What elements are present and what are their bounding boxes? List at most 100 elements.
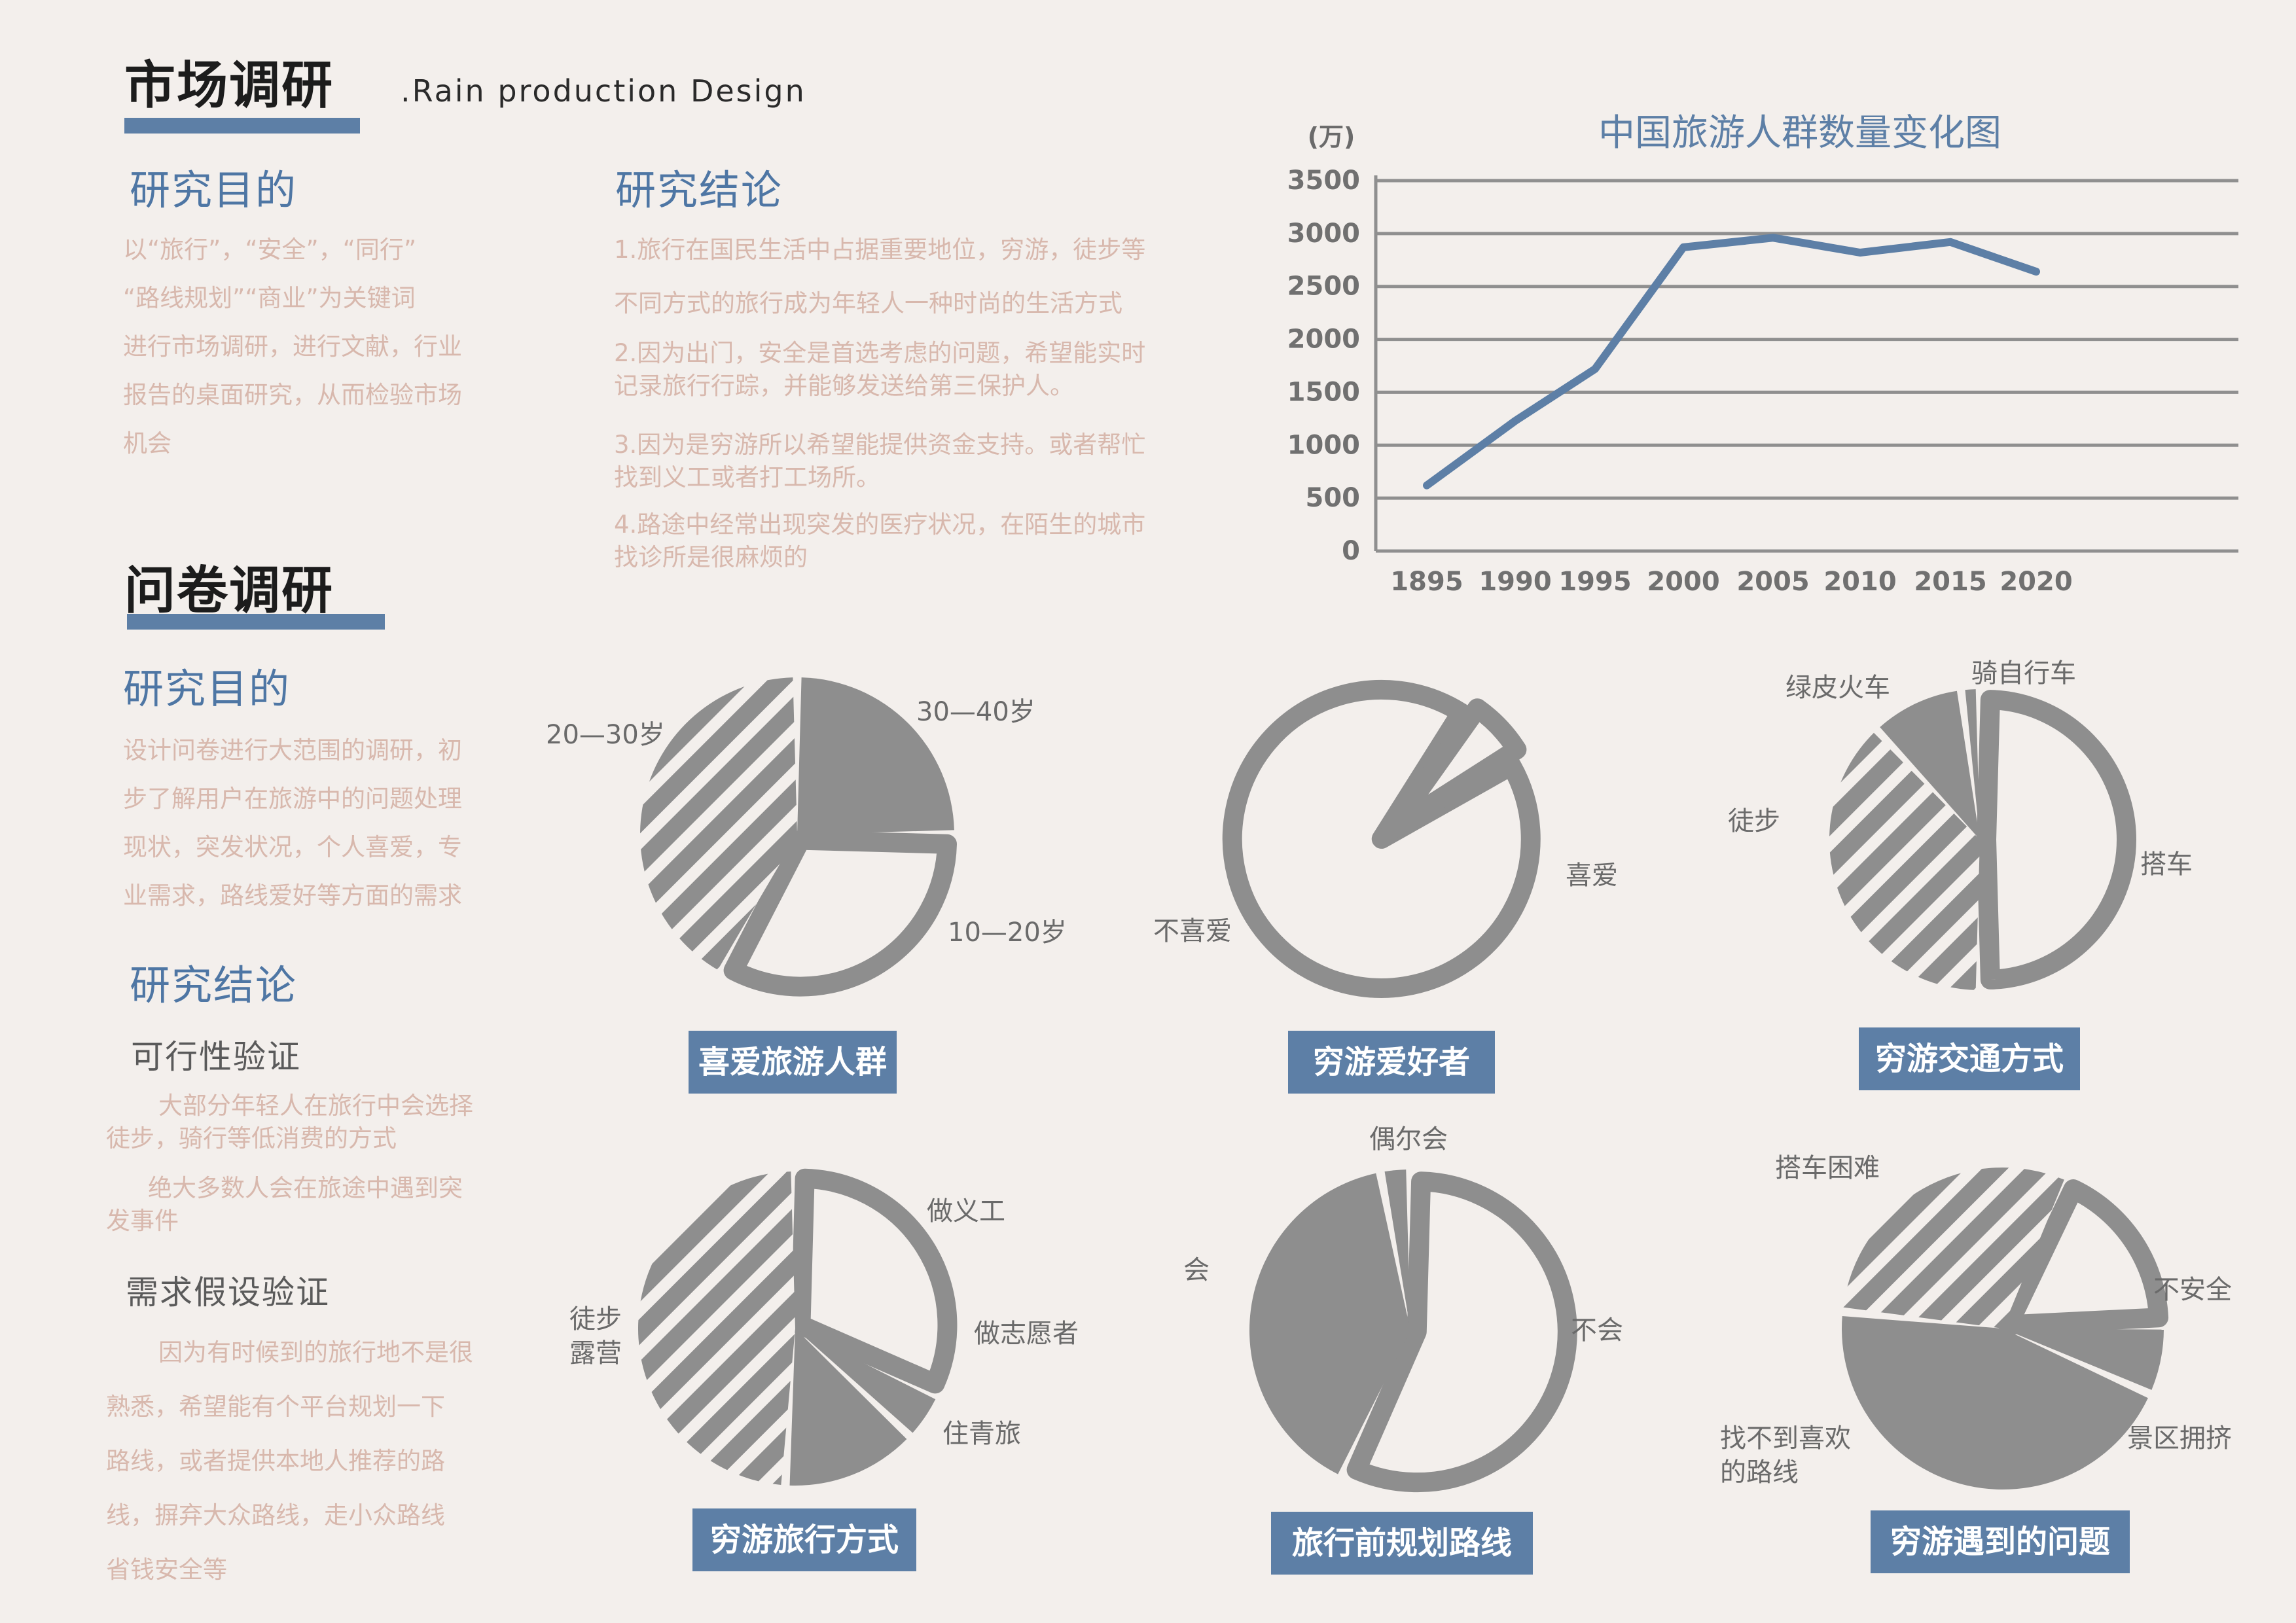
x-tick-label: 2010 — [1823, 567, 1896, 597]
pie-chart-5 — [1249, 1169, 1577, 1493]
pie-slice — [791, 1168, 958, 1394]
pie-label: 徒步露营 — [569, 1304, 622, 1368]
survey-title: 问卷调研 — [124, 562, 334, 620]
pie-label: 20—30岁 — [546, 720, 665, 750]
pie-label: 10—20岁 — [948, 918, 1067, 948]
survey-purpose-heading: 研究目的 — [123, 665, 291, 713]
pie-label: 搭车 — [2140, 849, 2193, 880]
tourism-line-chart: 中国旅游人群数量变化图 (万) 0 500 1000 1500 2000 2500 3000… — [1287, 112, 2238, 597]
pie-label: 30—40岁 — [916, 697, 1035, 727]
market-purpose-line: 以“旅行”，“安全”，“同行” — [123, 236, 417, 264]
feasibility-line: 大部分年轻人在旅行中会选择 — [158, 1092, 473, 1120]
data-point — [1771, 236, 1775, 240]
y-tick-label: 1000 — [1287, 430, 1360, 460]
hypothesis-line: 路线，或者提供本地人推荐的路 — [106, 1447, 445, 1475]
x-tick-label: 2005 — [1736, 567, 1809, 597]
survey-purpose-text: 设计问卷进行大范围的调研，初 步了解用户在旅游中的问题处理 现状，突发状况，个人… — [123, 726, 516, 920]
conclusion-line: 4.路途中经常出现突发的医疗状况，在陌生的城市 — [614, 510, 1146, 539]
pie-slice — [1829, 732, 1980, 990]
survey-purpose-line: 步了解用户在旅游中的问题处理 — [123, 785, 462, 813]
data-point — [1948, 240, 1952, 244]
pie-slice — [2003, 1329, 2164, 1390]
market-conclusion-heading: 研究结论 — [615, 166, 783, 214]
pie-chart-2 — [1222, 679, 1541, 998]
pie-caption: 穷游旅行方式 — [692, 1508, 916, 1571]
pie-slice — [723, 830, 958, 997]
data-series-line — [1423, 234, 2040, 490]
pie-label: 会 — [1183, 1255, 1210, 1285]
pie-chart-6 — [1842, 1168, 2169, 1489]
x-tick-label: 1995 — [1558, 567, 1631, 597]
y-tick-label: 3500 — [1287, 166, 1360, 196]
pie-label: 景区拥挤 — [2127, 1423, 2232, 1454]
title-underline — [124, 118, 360, 134]
pie-slice — [789, 1329, 907, 1486]
pie-slice — [1249, 1173, 1410, 1474]
page-title: 市场调研 — [124, 56, 334, 115]
pie-slice — [1880, 690, 1980, 840]
market-purpose-line: “路线规划”“商业”为关键词 — [123, 284, 416, 312]
hypothesis-line: 线，摒弃大众路线，走小众路线 — [106, 1501, 445, 1529]
pie-slice — [797, 677, 954, 834]
market-purpose-text: 以“旅行”，“安全”，“同行” “路线规划”“商业”为关键词 进行市场调研，进行… — [123, 226, 542, 468]
conclusion-line: 不同方式的旅行成为年轻人一种时尚的生活方式 — [614, 289, 1122, 317]
pie-label: 住青旅 — [942, 1419, 1021, 1449]
pie-slice — [1843, 1168, 2064, 1329]
pie-slice — [1842, 1316, 2148, 1489]
line-chart-title: 中国旅游人群数量变化图 — [1598, 112, 2001, 154]
pie-slice — [1381, 698, 1527, 840]
x-tick-label: 2000 — [1647, 567, 1719, 597]
pie-slice — [1384, 1169, 1410, 1330]
conclusion-line: 2.因为出门，安全是首选考虑的问题，希望能实时 — [614, 339, 1146, 367]
pie-label: 骑自行车 — [1971, 658, 2076, 688]
pie-slice — [1998, 1179, 2169, 1335]
conclusion-line: 记录旅行行踪，并能够发送给第三保护人。 — [614, 372, 1074, 400]
conclusion-line: 找诊所是很麻烦的 — [614, 543, 808, 571]
pie-chart-4 — [637, 1168, 958, 1486]
data-point — [1593, 366, 1597, 371]
pie-caption: 穷游交通方式 — [1859, 1027, 2080, 1090]
y-tick-label: 2500 — [1287, 272, 1360, 302]
hypothesis-line: 熟悉，希望能有个平台规划一下 — [106, 1393, 445, 1421]
survey-purpose-line: 业需求，路线爱好等方面的需求 — [123, 882, 462, 910]
data-point — [1425, 483, 1429, 488]
pie-slice — [1346, 1171, 1577, 1493]
y-tick-label: 1500 — [1287, 377, 1360, 407]
pie-chart-1 — [639, 677, 958, 997]
x-tick-label: 1895 — [1390, 567, 1463, 597]
pie-caption: 喜爱旅游人群 — [689, 1031, 897, 1094]
pie-caption: 旅行前规划路线 — [1271, 1512, 1533, 1575]
feasibility-line: 绝大多数人会在旅途中遇到突 — [148, 1174, 463, 1202]
y-axis-unit: (万) — [1308, 122, 1355, 151]
pie-caption: 穷游遇到的问题 — [1871, 1510, 2130, 1573]
conclusion-line: 3.因为是穷游所以希望能提供资金支持。或者帮忙 — [614, 431, 1146, 459]
pie-slice — [795, 1329, 936, 1433]
survey-title-underline — [127, 614, 385, 630]
feasibility-line: 发事件 — [106, 1207, 179, 1235]
hypothesis-text: 因为有时候到的旅行地不是很 熟悉，希望能有个平台规划一下 路线，或者提供本地人推… — [106, 1325, 525, 1597]
pie-label: 找不到喜欢的路线 — [1720, 1423, 1851, 1488]
pie-label: 搭车困难 — [1775, 1153, 1880, 1183]
data-point — [1858, 250, 1862, 255]
x-tick-label: 1990 — [1479, 567, 1551, 597]
pie-label: 不安全 — [2153, 1275, 2232, 1305]
feasibility-line: 徒步，骑行等低消费的方式 — [106, 1124, 397, 1152]
y-tick-label: 500 — [1306, 483, 1361, 513]
pie-label: 偶尔会 — [1369, 1124, 1448, 1154]
pie-label: 徒步 — [1728, 806, 1780, 836]
feasibility-text: 大部分年轻人在旅行中会选择 徒步，骑行等低消费的方式 绝大多数人会在旅途中遇到突… — [106, 1090, 525, 1238]
feasibility-heading: 可行性验证 — [131, 1038, 301, 1076]
y-tick-label: 3000 — [1287, 219, 1360, 249]
survey-conclusion-heading: 研究结论 — [130, 961, 298, 1009]
x-tick-label: 2020 — [2000, 567, 2072, 597]
pie-caption: 穷游爱好者 — [1288, 1031, 1495, 1094]
hypothesis-heading: 需求假设验证 — [126, 1274, 330, 1311]
survey-purpose-line: 现状，突发状况，个人喜爱，专 — [123, 833, 462, 861]
y-tick-label: 0 — [1342, 536, 1360, 566]
pie-slice — [637, 1171, 795, 1486]
conclusion-line: 1.旅行在国民生活中占据重要地位，穷游，徒步等 — [614, 236, 1146, 264]
survey-purpose-line: 设计问卷进行大范围的调研，初 — [123, 736, 462, 764]
data-point — [1513, 419, 1517, 423]
pie-slice — [639, 677, 797, 971]
pie-slice — [1965, 689, 1980, 840]
